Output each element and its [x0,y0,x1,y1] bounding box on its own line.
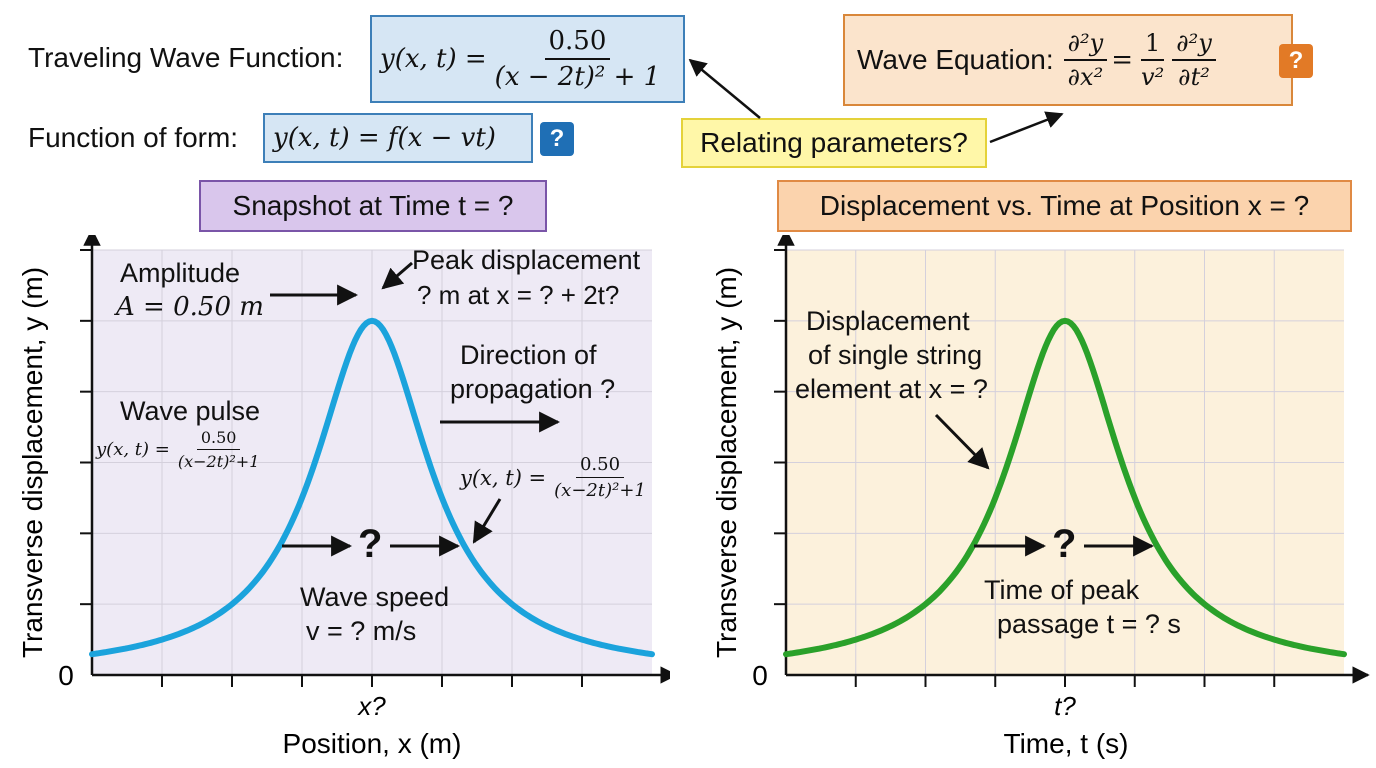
element-label-line1: Displacement [806,306,970,336]
amplitude-label-line2: A = 0.50 m [116,292,264,322]
left-panel-title: Snapshot at Time t = ? [199,180,547,232]
peak-label-line1: Peak displacement [412,245,641,275]
right-chart: t? Time, t (s) 0 Transverse displacement, y… [711,235,1370,759]
wave-eq-lhs-fraction: ∂²y ∂x² [1063,29,1108,91]
wave-eq-rhs-fraction: ∂²y ∂t² [1172,29,1216,91]
direction-label-line1: Direction of [460,340,597,370]
wave-eq-lhs-num: ∂²y [1063,29,1108,61]
wave-equation-box: Wave Equation: ∂²y ∂x² = 1 v² ∂²y ∂t² [843,14,1293,106]
wave-eq-rhs-den: ∂t² [1178,63,1210,91]
traveling-wave-denominator: (x − 2t)² + 1 [494,62,661,92]
right-panel-title-text: Displacement vs. Time at Position x = ? [819,190,1310,221]
peak-label-line2: ? m at x = ? + 2t? [417,280,620,310]
peak-time-line1: Time of peak [984,575,1140,605]
x-tick-label: t? [1054,691,1076,721]
wave-pulse-lhs: y(x, t) = [96,439,170,460]
curve-formula-fraction: 0.50 (x−2t)²+1 [550,454,650,501]
curve-formula: y(x, t) = 0.50 (x−2t)²+1 [460,454,654,501]
curve-formula-arrow [472,498,502,544]
traveling-wave-lhs: y(x, t) = [380,44,487,74]
element-arrow [934,413,990,470]
curve-formula-lhs: y(x, t) = [460,465,547,490]
wave-pulse-label: Wave pulse [120,396,261,426]
element-label-line3: element at x = ? [795,374,988,404]
y-axis-label: Transverse displacement, y (m) [711,267,742,658]
element-label-line2: of single string [808,340,983,370]
x-axis-label: Time, t (s) [1004,728,1129,759]
wave-equation-question-badge[interactable]: ? [1279,44,1313,78]
left-question-mark: ? [358,522,383,566]
direction-label-line2: propagation ? [450,374,616,404]
left-chart: x? Position, x (m) 0 Transverse displacemen… [17,235,670,759]
relating-to-traveling-arrow [688,58,761,119]
pulse-curve [783,317,1347,658]
peak-time-line2: passage t = ? s [997,609,1181,639]
traveling-wave-numerator: 0.50 [544,26,611,60]
wave-speed-line1: Wave speed [300,582,450,612]
traveling-wave-label: Traveling Wave Function: [28,42,344,73]
function-form-equation: y(x, t) = f(x − vt) [263,113,533,163]
wave-eq-coef-fraction: 1 v² [1137,29,1168,91]
right-question-mark: ? [1052,522,1077,566]
pulse-curve [89,317,655,658]
wave-pulse-num: 0.50 [196,428,241,450]
relating-to-wave-eq-arrow [989,111,1064,144]
wave-eq-equals: = [1111,45,1134,75]
relating-parameters-box: Relating parameters? [681,118,987,168]
y-axis-label: Transverse displacement, y (m) [17,267,48,658]
function-form-expr: y(x, t) = f(x − vt) [273,123,496,153]
wave-pulse-formula: y(x, t) = 0.50 (x−2t)²+1 [96,428,267,471]
origin-label: 0 [58,660,74,691]
curve-formula-den: (x−2t)²+1 [554,480,646,501]
origin-label: 0 [752,660,768,691]
x-tick-label: x? [356,691,386,721]
wave-equation-label: Wave Equation: [857,44,1054,75]
curve-formula-num: 0.50 [575,454,625,478]
amplitude-label-line1: Amplitude [120,258,241,288]
function-form-label: Function of form: [28,122,239,153]
peak-arrow [381,261,413,290]
wave-eq-coef-den: v² [1141,63,1165,91]
left-panel-title-text: Snapshot at Time t = ? [232,190,514,221]
traveling-wave-equation: y(x, t) = 0.50 (x − 2t)² + 1 [370,15,685,103]
wave-speed-line2: v = ? m/s [306,616,417,646]
x-axis-label: Position, x (m) [283,728,462,759]
wave-eq-coef-num: 1 [1140,29,1165,61]
function-form-question-badge[interactable]: ? [540,122,574,156]
wave-eq-rhs-num: ∂²y [1172,29,1216,61]
wave-pulse-fraction: 0.50 (x−2t)²+1 [174,428,264,471]
wave-pulse-den: (x−2t)²+1 [177,452,260,471]
traveling-wave-fraction: 0.50 (x − 2t)² + 1 [491,26,665,92]
relating-parameters-text: Relating parameters? [700,127,968,158]
wave-eq-lhs-den: ∂x² [1067,63,1104,91]
right-panel-title: Displacement vs. Time at Position x = ? [777,180,1352,232]
